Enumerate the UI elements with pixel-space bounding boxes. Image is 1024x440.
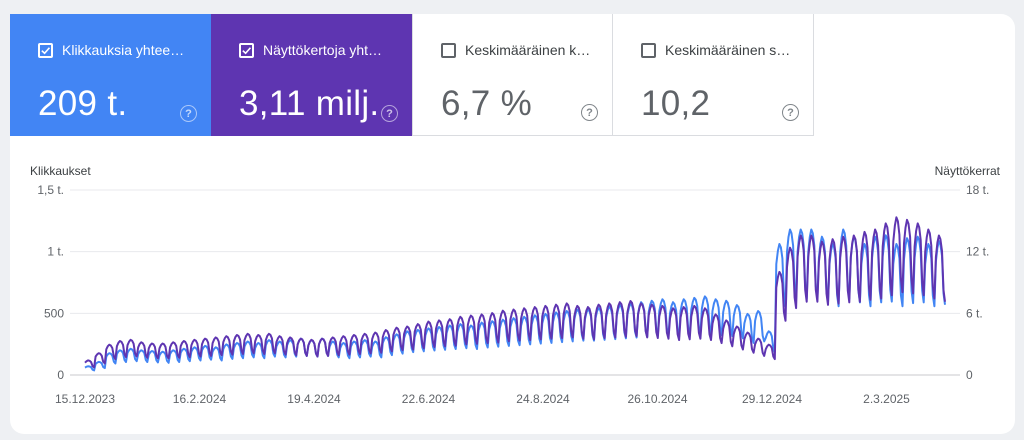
metric-card-ctr[interactable]: Keskimääräinen k… 6,7 % ? (412, 14, 613, 136)
metric-value: 3,11 milj. (239, 84, 380, 123)
checkbox-unchecked-icon[interactable] (641, 42, 656, 58)
x-tick-label: 26.10.2024 (627, 392, 687, 406)
left-tick-label: 1,5 t. (37, 183, 64, 197)
x-tick-label: 2.3.2025 (863, 392, 910, 406)
checkbox-unchecked-icon[interactable] (441, 42, 456, 58)
x-axis-ticks: 15.12.2023 16.2.2024 19.4.2024 22.6.2024 24.… (55, 392, 910, 406)
metric-label: Keskimääräinen k… (465, 42, 591, 58)
metric-value: 10,2 (641, 84, 711, 123)
x-tick-label: 19.4.2024 (287, 392, 341, 406)
clicks-line (84, 228, 946, 372)
help-icon[interactable]: ? (782, 104, 799, 121)
x-tick-label: 24.8.2024 (516, 392, 570, 406)
metric-label: Keskimääräinen s… (665, 42, 791, 58)
help-icon[interactable]: ? (581, 104, 598, 121)
right-axis-title: Näyttökerrat (934, 164, 1000, 178)
x-tick-label: 22.6.2024 (402, 392, 456, 406)
metric-value: 6,7 % (441, 84, 532, 123)
left-axis-ticks: 0 500 1 t. 1,5 t. (37, 183, 64, 382)
left-tick-label: 500 (44, 306, 64, 320)
metric-label: Klikkauksia yhtee… (62, 42, 185, 58)
impressions-line (84, 216, 946, 369)
x-tick-label: 16.2.2024 (173, 392, 227, 406)
help-icon[interactable]: ? (381, 105, 398, 122)
metric-card-impressions[interactable]: Näyttökertoja yht… 3,11 milj. ? (211, 14, 412, 136)
right-tick-label: 18 t. (966, 183, 989, 197)
metric-card-position[interactable]: Keskimääräinen s… 10,2 ? (613, 14, 814, 136)
left-axis-title: Klikkaukset (30, 164, 91, 178)
metric-value: 209 t. (38, 84, 128, 123)
metric-label: Näyttökertoja yht… (263, 42, 383, 58)
right-tick-label: 6 t. (966, 306, 983, 320)
right-tick-label: 12 t. (966, 245, 989, 259)
x-tick-label: 29.12.2024 (742, 392, 802, 406)
x-tick-label: 15.12.2023 (55, 392, 115, 406)
help-icon[interactable]: ? (180, 105, 197, 122)
checkbox-checked-icon[interactable] (38, 42, 53, 58)
chart-lines (84, 216, 946, 372)
metric-card-clicks[interactable]: Klikkauksia yhtee… 209 t. ? (10, 14, 211, 136)
left-tick-label: 0 (57, 368, 64, 382)
right-axis-ticks: 0 6 t. 12 t. 18 t. (966, 183, 989, 382)
metric-cards: Klikkauksia yhtee… 209 t. ? Näyttökertoj… (10, 14, 816, 136)
checkbox-checked-icon[interactable] (239, 42, 254, 58)
right-tick-label: 0 (966, 368, 973, 382)
left-tick-label: 1 t. (47, 245, 64, 259)
